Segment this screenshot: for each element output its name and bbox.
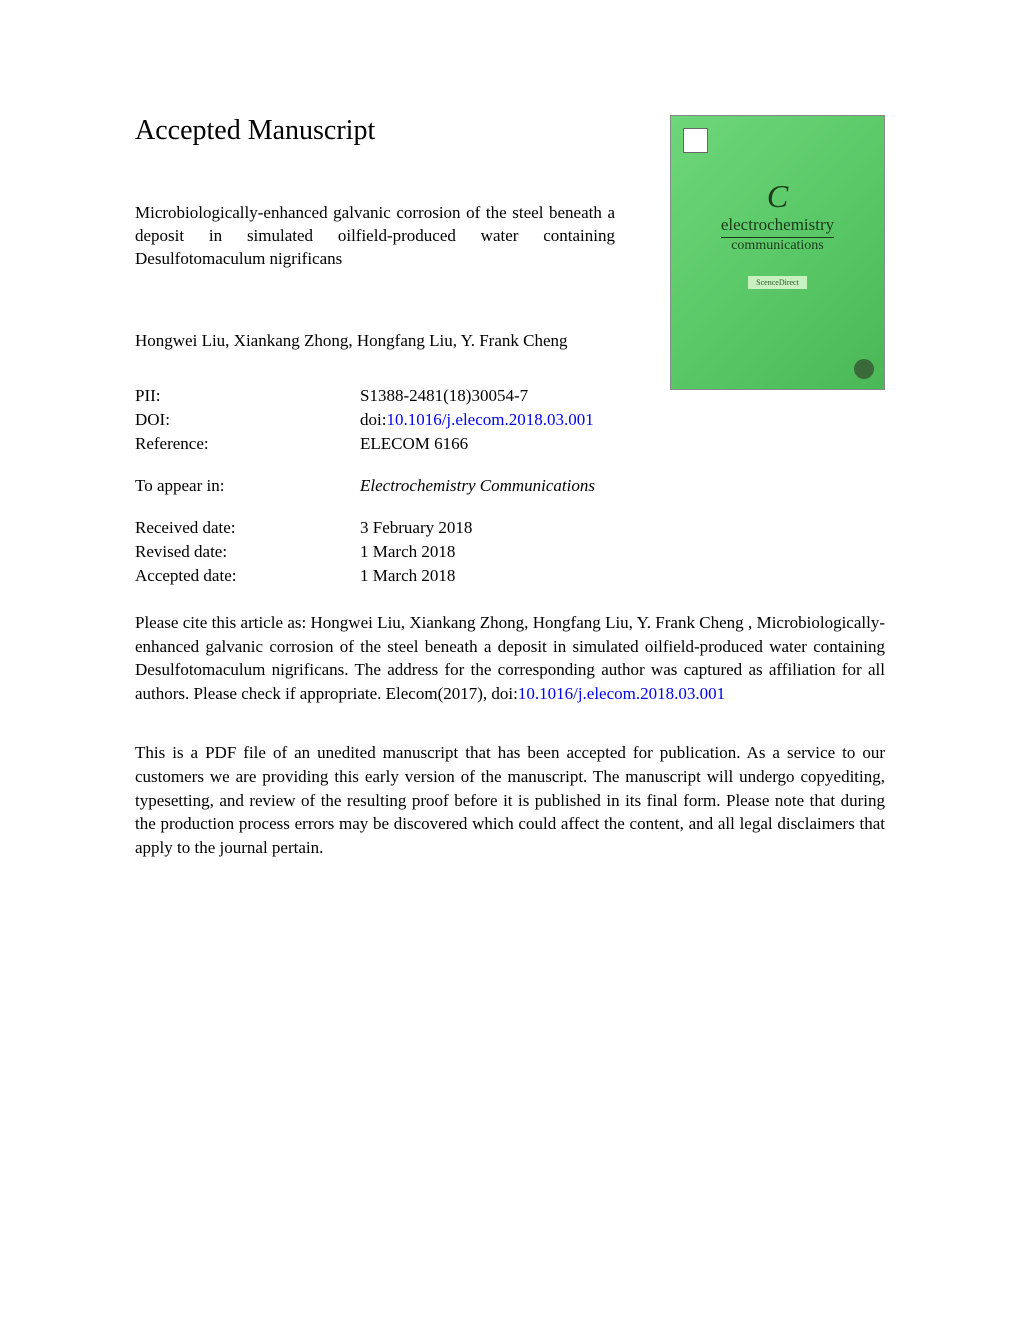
metadata-row-accepted: Accepted date: 1 March 2018 [135, 566, 885, 586]
cover-title-area: C electrochemistry communications [683, 178, 872, 254]
cover-sciencedirect-label: ScenceDirect [748, 276, 807, 289]
citation-text: Please cite this article as: Hongwei Liu… [135, 613, 885, 703]
cover-corner-icon [683, 128, 708, 153]
reference-value: ELECOM 6166 [360, 434, 885, 454]
metadata-row-revised: Revised date: 1 March 2018 [135, 542, 885, 562]
cover-letter-c: C [683, 178, 872, 215]
citation-doi-link[interactable]: 10.1016/j.elecom.2018.03.001 [518, 684, 725, 703]
cover-journal-title: electrochemistry [721, 215, 834, 238]
revised-value: 1 March 2018 [360, 542, 885, 562]
doi-value: doi:10.1016/j.elecom.2018.03.001 [360, 410, 885, 430]
cover-publisher-icon [854, 359, 874, 379]
doi-label: DOI: [135, 410, 360, 430]
metadata-row-received: Received date: 3 February 2018 [135, 518, 885, 538]
metadata-row-reference: Reference: ELECOM 6166 [135, 434, 885, 454]
accepted-value: 1 March 2018 [360, 566, 885, 586]
citation-paragraph: Please cite this article as: Hongwei Liu… [135, 611, 885, 706]
accepted-label: Accepted date: [135, 566, 360, 586]
metadata-table: PII: S1388-2481(18)30054-7 DOI: doi:10.1… [135, 386, 885, 586]
toappear-label: To appear in: [135, 476, 360, 496]
journal-cover-thumbnail: C electrochemistry communications Scence… [670, 115, 885, 390]
pii-label: PII: [135, 386, 360, 406]
metadata-row-doi: DOI: doi:10.1016/j.elecom.2018.03.001 [135, 410, 885, 430]
doi-prefix: doi: [360, 410, 386, 429]
reference-label: Reference: [135, 434, 360, 454]
metadata-row-toappear: To appear in: Electrochemistry Communica… [135, 476, 885, 496]
cover-journal-subtitle: communications [683, 238, 872, 254]
received-label: Received date: [135, 518, 360, 538]
cover-mid-text: ScenceDirect [671, 276, 884, 289]
received-value: 3 February 2018 [360, 518, 885, 538]
header-section: Accepted Manuscript C electrochemistry c… [135, 115, 885, 351]
cover-bottom-area [849, 359, 874, 379]
article-title: Microbiologically-enhanced galvanic corr… [135, 202, 615, 271]
toappear-value: Electrochemistry Communications [360, 476, 885, 496]
revised-label: Revised date: [135, 542, 360, 562]
disclaimer-paragraph: This is a PDF file of an unedited manusc… [135, 741, 885, 860]
doi-link[interactable]: 10.1016/j.elecom.2018.03.001 [386, 410, 593, 429]
